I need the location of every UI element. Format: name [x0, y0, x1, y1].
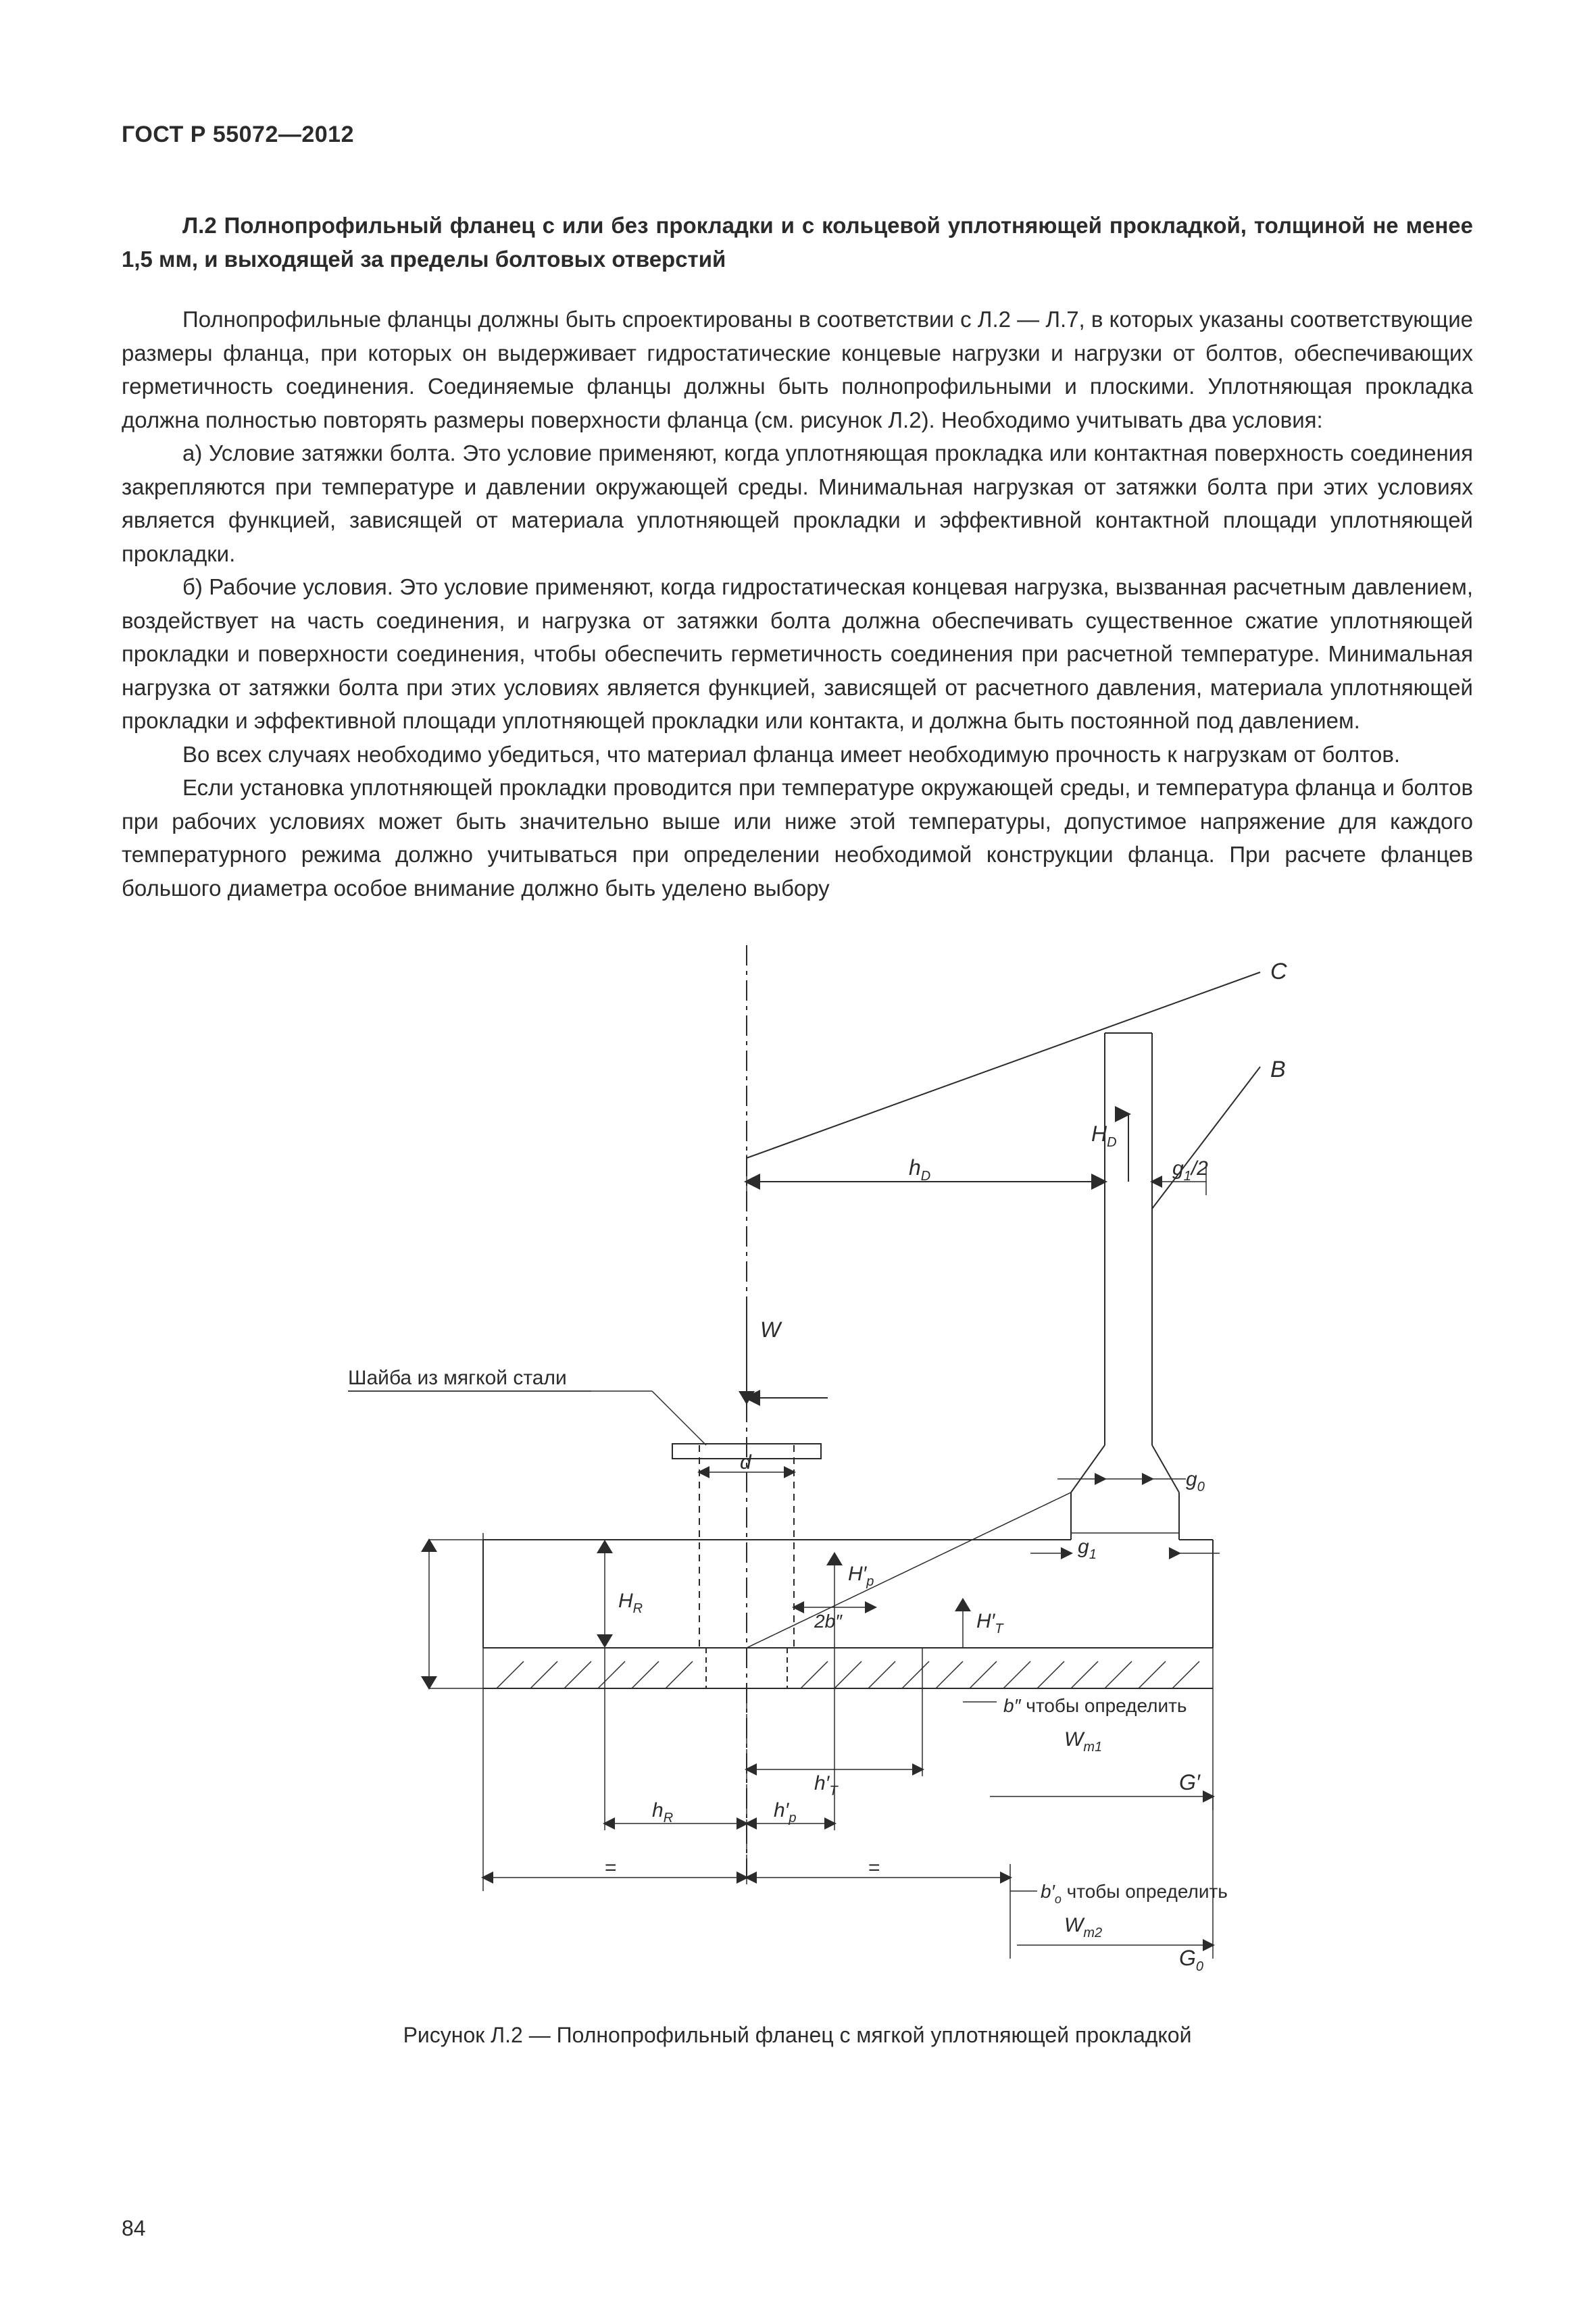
- label-Wm1: Wm1: [1064, 1728, 1102, 1755]
- label-2b: 2b″: [814, 1611, 843, 1632]
- label-eq1: =: [605, 1857, 617, 1879]
- paragraph-3: б) Рабочие условия. Это условие применяю…: [122, 570, 1473, 738]
- label-Hp-prime: H′p: [848, 1563, 874, 1589]
- label-HR: HR: [618, 1590, 643, 1616]
- flange-diagram: C B HD hD g1/2 W Шайба из мягкой стали d: [274, 932, 1321, 1979]
- label-hR: hR: [652, 1799, 673, 1826]
- label-d: d: [740, 1451, 752, 1474]
- figure-wrapper: C B HD hD g1/2 W Шайба из мягкой стали d: [274, 932, 1321, 2048]
- label-hT-prime: h′T: [814, 1772, 839, 1799]
- label-Wm2: Wm2: [1064, 1914, 1102, 1940]
- document-header: ГОСТ Р 55072—2012: [122, 122, 1473, 148]
- label-G-prime: G′: [1179, 1770, 1201, 1794]
- label-HD: HD: [1091, 1122, 1117, 1150]
- label-C: C: [1270, 959, 1287, 984]
- label-b2-define: b″ чтобы определить: [1003, 1695, 1187, 1716]
- paragraph-4: Во всех случаях необходимо убедиться, чт…: [122, 738, 1473, 772]
- paragraph-2: а) Условие затяжки болта. Это условие пр…: [122, 436, 1473, 570]
- section-title: Л.2 Полнопрофильный фланец с или без про…: [122, 209, 1473, 276]
- label-g1: g1: [1078, 1536, 1097, 1562]
- figure-caption: Рисунок Л.2 — Полнопрофильный фланец с м…: [274, 2023, 1321, 2048]
- label-hD: hD: [909, 1155, 930, 1184]
- label-W: W: [760, 1317, 782, 1342]
- label-HT-prime: H′T: [976, 1610, 1004, 1636]
- label-hp-prime: h′p: [774, 1799, 796, 1826]
- label-B: B: [1270, 1057, 1286, 1082]
- section-title-text: Л.2 Полнопрофильный фланец с или без про…: [122, 213, 1473, 272]
- paragraph-5: Если установка уплотняющей прокладки про…: [122, 771, 1473, 905]
- label-b0-define: b′o чтобы определить: [1041, 1881, 1228, 1906]
- label-G0: G0: [1179, 1946, 1203, 1974]
- label-eq2: =: [868, 1857, 880, 1879]
- label-g0: g0: [1186, 1468, 1205, 1494]
- page-number: 84: [122, 2216, 146, 2241]
- paragraph-1: Полнопрофильные фланцы должны быть спрое…: [122, 303, 1473, 436]
- label-washer: Шайба из мягкой стали: [348, 1367, 567, 1389]
- label-g1-2: g1/2: [1172, 1157, 1208, 1184]
